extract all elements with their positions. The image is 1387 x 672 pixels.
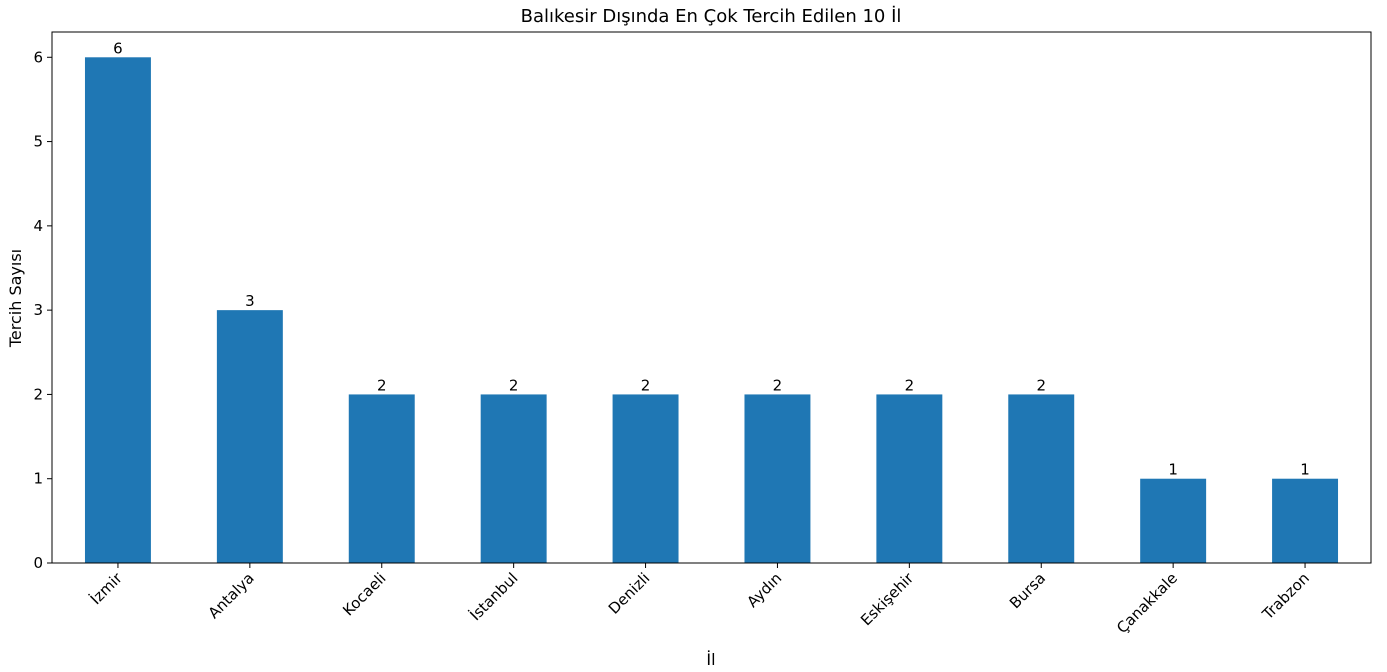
- y-tick-label: 4: [33, 217, 43, 235]
- y-tick-label: 5: [33, 133, 43, 151]
- bar-value-label: 2: [773, 376, 783, 394]
- x-tick-label: Kocaeli: [339, 569, 389, 619]
- bar-eskişehir: [876, 394, 943, 563]
- bar-value-label: 3: [245, 292, 255, 310]
- y-tick-label: 3: [33, 301, 43, 319]
- bar-antalya: [216, 310, 283, 563]
- x-tick-label: İzmir: [86, 568, 126, 608]
- bar-value-label: 2: [905, 376, 915, 394]
- x-tick-label: Eskişehir: [857, 569, 918, 630]
- bar-value-label: 2: [641, 376, 651, 394]
- bar-value-label: 6: [113, 39, 123, 57]
- y-tick-label: 2: [33, 385, 43, 403]
- bar-denizli: [612, 394, 679, 563]
- bar-i̇stanbul: [480, 394, 547, 563]
- y-axis-label: Tercih Sayısı: [6, 249, 25, 348]
- chart-title: Balıkesir Dışında En Çok Tercih Edilen 1…: [521, 6, 902, 27]
- x-tick-label: Aydın: [743, 569, 785, 611]
- x-tick-label: Denizli: [605, 569, 654, 618]
- bar-value-label: 2: [509, 376, 519, 394]
- bar-i̇zmir: [84, 57, 151, 563]
- x-tick-label: Trabzon: [1258, 569, 1313, 624]
- bar-value-label: 2: [1036, 376, 1046, 394]
- x-axis-label: İl: [706, 650, 715, 669]
- y-tick-label: 0: [33, 554, 43, 572]
- bar-value-label: 1: [1168, 461, 1178, 479]
- bar-trabzon: [1272, 478, 1339, 563]
- y-tick-label: 6: [33, 48, 43, 66]
- plot-frame: [51, 31, 1372, 564]
- bar-kocaeli: [348, 394, 415, 563]
- x-tick-label: İstanbul: [466, 568, 522, 624]
- y-tick-label: 1: [33, 470, 43, 488]
- bar-value-label: 2: [377, 376, 387, 394]
- x-tick-label: Bursa: [1006, 569, 1049, 612]
- bar-bursa: [1008, 394, 1075, 563]
- bar-value-label: 1: [1300, 461, 1310, 479]
- x-tick-label: Antalya: [205, 569, 258, 622]
- plot-area: 6 İzmir 3 Antalya 2 Kocaeli 2 İstanbul 2 Denizli 2…: [33, 31, 1372, 637]
- bar-çanakkale: [1140, 478, 1207, 563]
- bar-aydın: [744, 394, 811, 563]
- x-tick-label: Çanakkale: [1113, 569, 1181, 637]
